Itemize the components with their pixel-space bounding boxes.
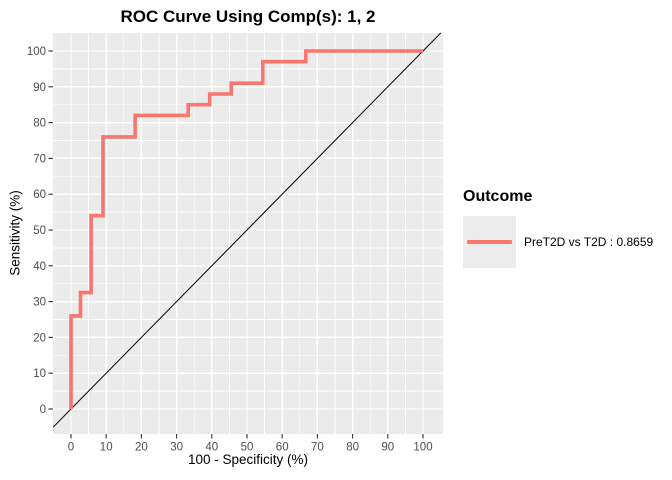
x-tick-label: 10: [100, 442, 113, 454]
y-tick-label: 10: [33, 368, 46, 380]
y-tick-label: 40: [33, 261, 46, 273]
diagonal-reference-line: [52, 32, 442, 428]
x-tick-label: 70: [311, 442, 324, 454]
x-tick-label: 60: [276, 442, 289, 454]
x-tick-label: 80: [346, 442, 359, 454]
y-axis-title: Sensitivity (%): [7, 190, 23, 276]
legend: Outcome PreT2D vs T2D : 0.8659: [463, 188, 653, 268]
roc-curve-line-icon: [467, 240, 512, 244]
y-tick-label: 80: [33, 118, 46, 130]
plot-title: ROC Curve Using Comp(s): 1, 2: [120, 7, 376, 26]
legend-entry: PreT2D vs T2D : 0.8659: [463, 216, 653, 268]
y-tick-label: 90: [33, 82, 46, 94]
x-tick-label: 20: [135, 442, 148, 454]
y-tick-label: 100: [27, 46, 46, 58]
x-tick-label: 100: [413, 442, 432, 454]
x-tick-label: 40: [205, 442, 218, 454]
x-tick-label: 0: [68, 442, 74, 454]
panel-background: [53, 33, 443, 434]
legend-entry-label: PreT2D vs T2D : 0.8659: [524, 235, 654, 249]
y-tick-label: 30: [33, 297, 46, 309]
y-tick-label: 0: [40, 404, 46, 416]
x-tick-label: 50: [241, 442, 254, 454]
legend-key: [463, 216, 516, 268]
y-tick-label: 50: [33, 225, 46, 237]
x-tick-label: 90: [381, 442, 394, 454]
x-tick-label: 30: [170, 442, 183, 454]
legend-title: Outcome: [463, 188, 533, 205]
y-tick-label: 20: [33, 332, 46, 344]
y-tick-label: 60: [33, 189, 46, 201]
y-tick-label: 70: [33, 153, 46, 165]
roc-curve-path: [69, 49, 423, 409]
x-axis-title: 100 - Specificity (%): [187, 452, 309, 467]
